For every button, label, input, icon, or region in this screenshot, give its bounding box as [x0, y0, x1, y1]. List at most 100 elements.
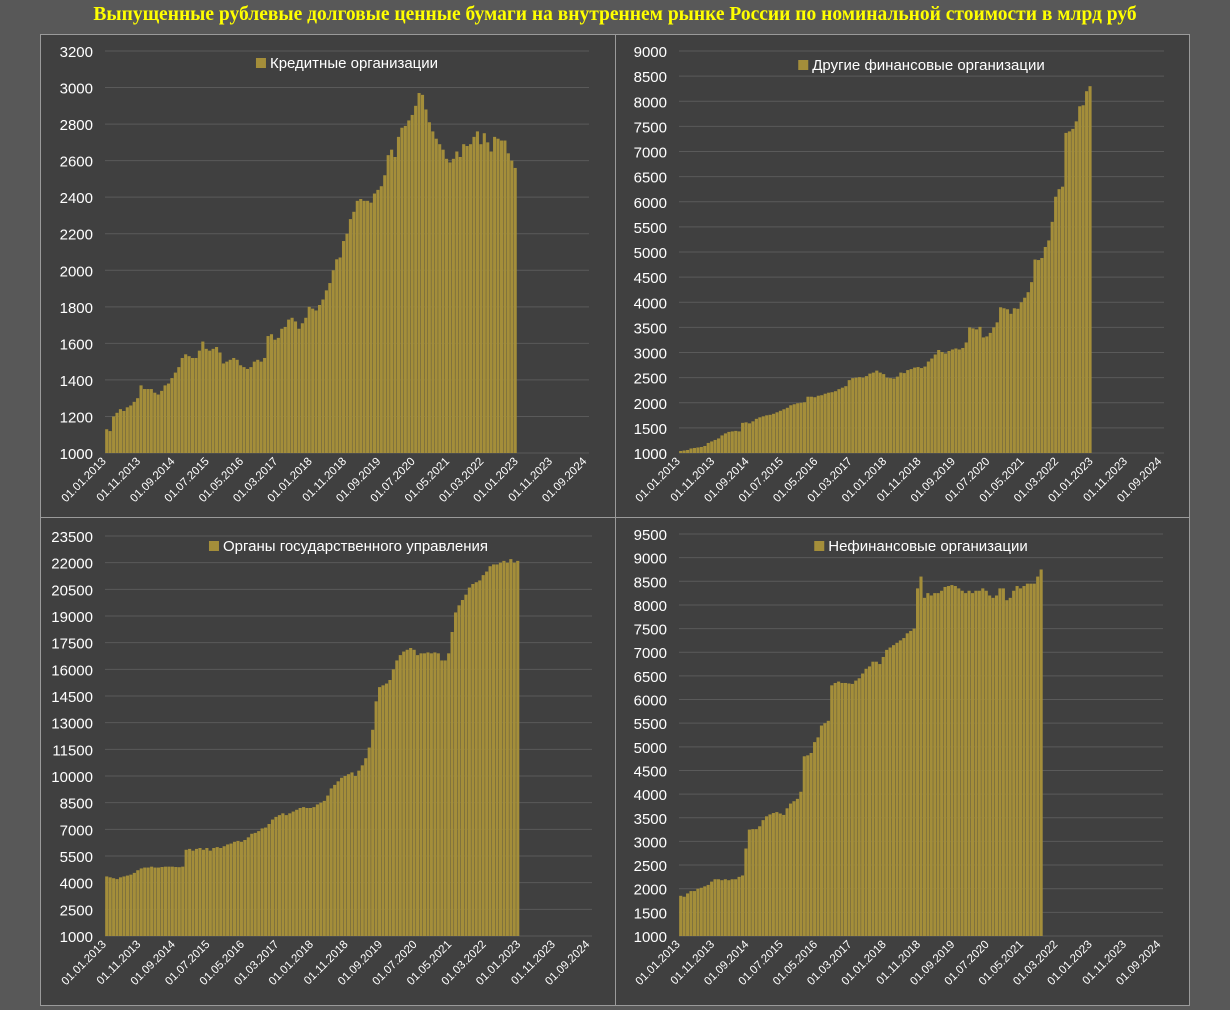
bar [228, 359, 232, 453]
bar [122, 410, 126, 453]
bar [922, 597, 926, 936]
bar [1019, 302, 1023, 453]
bar [754, 829, 758, 936]
x-axis: 01.01.201301.11.201301.09.201401.07.2015… [634, 455, 1165, 505]
y-tick-label: 2000 [60, 263, 93, 280]
bar [264, 827, 268, 936]
bar [149, 389, 153, 453]
bar [105, 429, 109, 453]
y-tick-label: 6500 [634, 170, 667, 187]
y-tick-label: 1000 [60, 446, 93, 463]
bar [1029, 583, 1033, 936]
bar [1039, 569, 1043, 936]
bar [352, 211, 356, 453]
bar [789, 405, 793, 453]
bar [713, 439, 717, 453]
bar [388, 680, 392, 936]
bar [153, 392, 157, 453]
legend: Нефинансовые организации [814, 538, 1028, 555]
bar [378, 687, 382, 936]
bar [737, 876, 741, 936]
y-tick-label: 16000 [51, 662, 93, 679]
bar [1008, 597, 1012, 936]
bar [112, 416, 116, 453]
y-tick-label: 2000 [634, 882, 667, 899]
bar [929, 595, 933, 936]
bar [414, 105, 418, 454]
bar [360, 765, 364, 936]
bar [498, 562, 503, 936]
bar [499, 140, 504, 453]
bar [1085, 91, 1089, 453]
bar [372, 193, 377, 453]
bar [988, 332, 992, 453]
bar [950, 349, 955, 453]
bar [905, 633, 909, 936]
bar [434, 138, 438, 453]
bar [706, 884, 710, 936]
y-tick-label: 7000 [60, 822, 93, 839]
bar [249, 367, 253, 453]
bar [379, 186, 383, 453]
y-tick-label: 8500 [60, 796, 93, 813]
bar [398, 655, 402, 936]
bar [329, 788, 333, 936]
bar [136, 870, 140, 936]
bar [906, 370, 910, 453]
bar [775, 812, 779, 936]
bar [844, 386, 848, 453]
bar [741, 422, 745, 453]
bar [940, 590, 944, 936]
bar [819, 725, 823, 936]
bar [280, 328, 284, 453]
bar [840, 387, 844, 453]
chart-panel-government-bodies: 1000 2500 4000 5500 7000 8500 10000 11500 13000 1… [40, 517, 616, 1006]
bar [496, 138, 500, 453]
y-axis: 1000 1500 2000 2500 3000 3500 4000 4500 5000 5500… [634, 44, 667, 463]
bar [689, 891, 693, 936]
bar [376, 189, 380, 453]
y-tick-label: 5000 [634, 245, 667, 262]
bar [696, 447, 700, 453]
bar [290, 317, 294, 453]
bar [194, 357, 198, 453]
bar [1040, 258, 1044, 453]
bar [699, 446, 703, 453]
bar [443, 660, 447, 936]
bar [751, 829, 755, 936]
bar [263, 357, 267, 453]
bar [806, 755, 810, 936]
bar [314, 310, 318, 453]
bar [943, 586, 947, 936]
y-tick-label: 2500 [60, 902, 93, 919]
bar [985, 336, 989, 453]
y-tick-label: 1800 [60, 300, 93, 317]
bar [467, 587, 471, 936]
bar [885, 649, 889, 936]
bar [364, 758, 368, 936]
y-tick-label: 6000 [634, 693, 667, 710]
bar [416, 655, 420, 936]
y-tick-label: 2800 [60, 117, 93, 134]
bar [460, 600, 465, 936]
bar [830, 392, 834, 453]
bar [208, 850, 212, 936]
bar [1057, 189, 1061, 453]
y-tick-label: 2500 [634, 858, 667, 875]
y-tick-label: 19000 [51, 609, 93, 626]
bar [222, 846, 226, 936]
bar [737, 431, 741, 453]
bar [706, 442, 710, 453]
y-tick-label: 7500 [634, 119, 667, 136]
bar [353, 776, 357, 936]
bar [1030, 282, 1034, 453]
bar [710, 881, 714, 936]
bar [882, 374, 886, 453]
bar [768, 814, 772, 936]
bar [215, 847, 219, 936]
y-tick-label: 1400 [60, 373, 93, 390]
legend-label: Другие финансовые организации [812, 57, 1045, 74]
bar [317, 304, 322, 453]
bar [998, 588, 1002, 936]
bar [751, 421, 755, 453]
